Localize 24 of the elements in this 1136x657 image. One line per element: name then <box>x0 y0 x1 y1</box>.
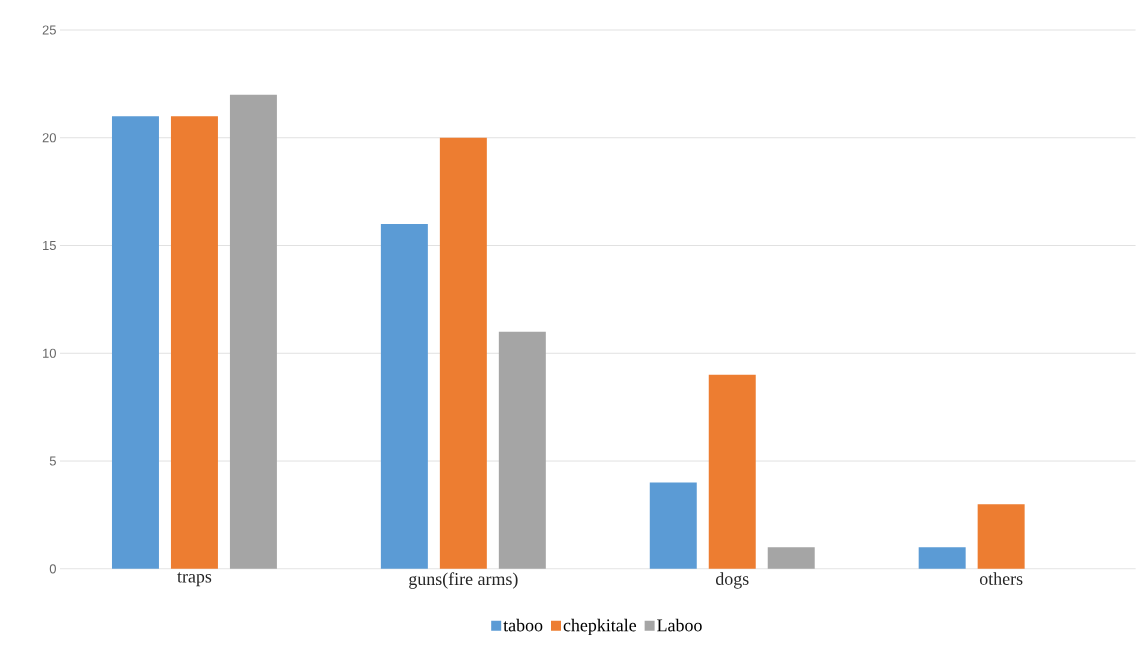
bar <box>229 94 277 569</box>
y-tick-label: 25 <box>42 25 56 35</box>
legend-label: Laboo <box>657 618 702 632</box>
bar <box>708 374 756 569</box>
y-tick-label: 10 <box>43 348 56 358</box>
bar <box>767 547 815 569</box>
bar <box>380 224 428 569</box>
bar <box>439 137 487 569</box>
y-tick-label: 20 <box>42 133 56 143</box>
bar <box>977 504 1025 569</box>
y-tick-label: 15 <box>43 241 56 251</box>
x-tick-label: traps <box>177 572 212 587</box>
bar <box>111 116 159 569</box>
x-tick-label: others <box>979 572 1023 586</box>
x-tick-label: guns(fire arms) <box>409 572 518 589</box>
y-tick-label: 0 <box>49 564 56 574</box>
legend-label: chepkitale <box>563 618 637 636</box>
bar <box>649 482 697 569</box>
bar <box>170 116 218 569</box>
y-tick-label: 5 <box>49 456 56 466</box>
legend-label: taboo <box>503 618 543 632</box>
bar <box>498 331 546 569</box>
bar <box>918 547 966 569</box>
x-tick-label: dogs <box>715 572 749 589</box>
